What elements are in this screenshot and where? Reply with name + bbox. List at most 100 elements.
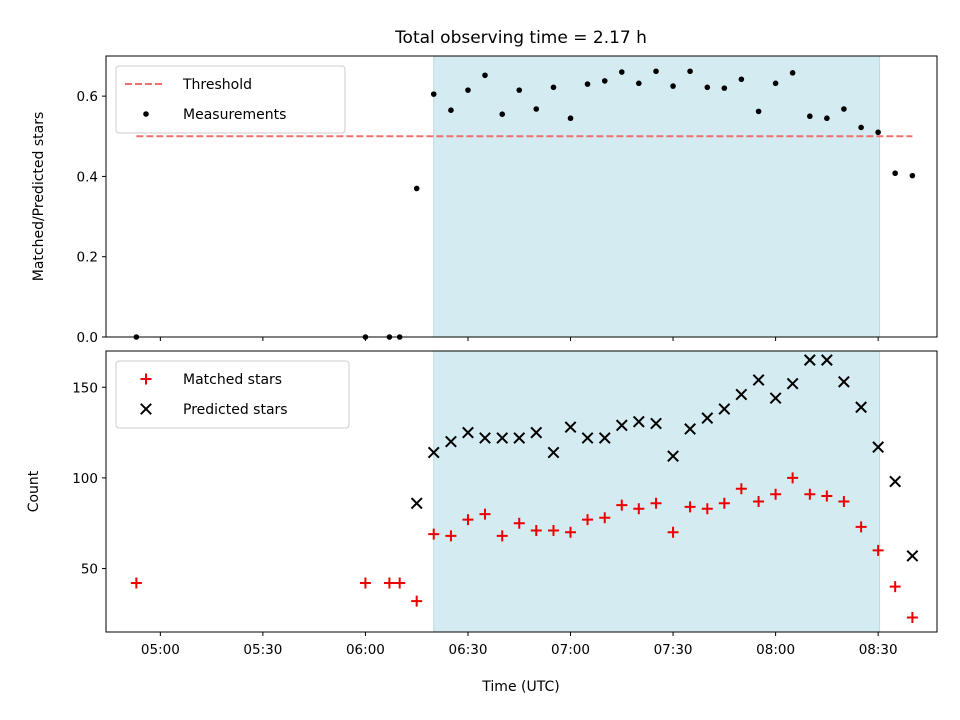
matched-stars-point — [821, 490, 833, 502]
measurement-point — [841, 106, 847, 112]
measurement-point — [892, 170, 898, 177]
legend: Threshold Measurements — [115, 65, 346, 134]
x-tick-label: 07:30 — [654, 642, 693, 658]
y-tick-label: 0.4 — [77, 169, 98, 185]
predicted-stars-point — [462, 426, 474, 439]
predicted-stars-point — [701, 412, 714, 424]
matched-stars-point — [770, 488, 782, 500]
measurement-point — [772, 80, 779, 87]
legend-label: Predicted stars — [183, 402, 288, 418]
matched-stars-point — [479, 508, 491, 520]
predicted-stars-point — [735, 388, 748, 401]
predicted-stars-point — [872, 441, 885, 453]
measurement-point — [687, 68, 693, 75]
measurement-point — [670, 83, 676, 89]
matched-stars-point — [667, 526, 679, 538]
matched-stars-point — [804, 488, 816, 500]
measurement-point — [738, 76, 745, 83]
predicted-stars-point — [513, 432, 526, 444]
predicted-stars-point — [615, 419, 628, 432]
predicted-stars-point — [718, 403, 731, 415]
predicted-stars-point — [598, 432, 611, 444]
predicted-stars-point — [581, 432, 594, 444]
observing-window-band — [433, 56, 880, 337]
matched-stars-point — [906, 611, 918, 623]
predicted-stars-point — [837, 375, 850, 388]
measurement-point — [789, 70, 796, 76]
predicted-stars-point — [906, 549, 919, 562]
matched-stars-point — [394, 577, 406, 589]
matched-stars-point — [359, 577, 371, 589]
predicted-stars-point — [547, 446, 560, 459]
matched-stars-point — [889, 581, 901, 593]
bottom-panel: 50 100 150 05:00 05:30 06:00 06:30 07:00 07:30 08… — [26, 350, 938, 658]
y-tick-label: 50 — [81, 562, 98, 578]
observing-window-band — [433, 351, 880, 632]
legend-measurement-marker — [143, 111, 149, 117]
matched-stars-point — [753, 495, 765, 507]
legend-box — [115, 65, 346, 134]
measurement-point — [636, 80, 642, 87]
measurement-point — [858, 124, 864, 131]
measurement-point — [448, 107, 454, 113]
matched-stars-point — [565, 526, 577, 538]
measurement-point — [550, 84, 557, 91]
matched-stars-point — [547, 524, 559, 536]
y-axis-label: Matched/Predicted stars — [31, 112, 47, 282]
predicted-stars-point — [786, 377, 799, 390]
y-tick-label: 100 — [72, 471, 98, 487]
predicted-stars-point — [496, 432, 509, 444]
matched-stars-point — [735, 483, 747, 495]
matched-stars-point — [383, 577, 395, 589]
x-tick-label: 05:00 — [141, 642, 180, 658]
x-tick-label: 08:30 — [859, 642, 898, 658]
matched-stars-point — [855, 521, 867, 533]
predicted-stars-point — [410, 497, 423, 510]
matched-stars-point — [787, 472, 799, 484]
matched-stars-point — [616, 499, 628, 511]
predicted-stars-point — [479, 432, 491, 444]
predicted-stars-point — [855, 401, 868, 414]
matched-stars-point — [496, 530, 508, 542]
matched-stars-point — [838, 495, 850, 507]
predicted-stars-point — [769, 392, 782, 405]
matched-stars-point — [633, 503, 645, 515]
chart-title: Total observing time = 2.17 h — [394, 28, 647, 48]
x-tick-label: 06:00 — [346, 642, 385, 658]
matched-stars-point — [650, 497, 662, 509]
matched-stars-point — [872, 544, 884, 556]
x-tick-label: 08:00 — [756, 642, 795, 658]
y-tick-label: 150 — [72, 380, 98, 396]
predicted-stars-point — [803, 354, 816, 366]
matched-stars-point — [411, 595, 423, 607]
y-tick-label: 0.2 — [77, 250, 98, 266]
y-tick-label: 0.0 — [77, 330, 98, 346]
legend-matched-marker — [140, 373, 152, 385]
measurement-point — [755, 108, 762, 115]
legend-box — [115, 360, 350, 429]
matched-stars-point — [462, 514, 474, 526]
matched-stars-point — [445, 530, 457, 542]
matched-stars-point — [130, 577, 142, 589]
measurement-point — [533, 106, 540, 112]
predicted-stars-point — [427, 446, 440, 459]
measurement-point — [824, 115, 830, 122]
matched-stars-point — [599, 512, 611, 524]
measurement-point — [584, 81, 591, 87]
measurement-point — [413, 185, 420, 192]
matched-stars-point — [513, 517, 525, 529]
predicted-stars-point — [632, 415, 645, 428]
x-axis-label: Time (UTC) — [481, 679, 559, 695]
legend: Matched stars Predicted stars — [115, 360, 350, 429]
measurement-point — [516, 87, 523, 93]
y-tick-label: 0.6 — [77, 89, 98, 105]
legend-label: Threshold — [182, 77, 252, 93]
measurement-point — [807, 113, 813, 120]
legend-label: Matched stars — [183, 372, 282, 388]
measurement-point — [909, 172, 916, 179]
measurement-point — [567, 115, 574, 122]
measurement-point — [653, 68, 659, 75]
predicted-stars-point — [752, 374, 765, 386]
legend-predicted-marker — [140, 403, 152, 415]
